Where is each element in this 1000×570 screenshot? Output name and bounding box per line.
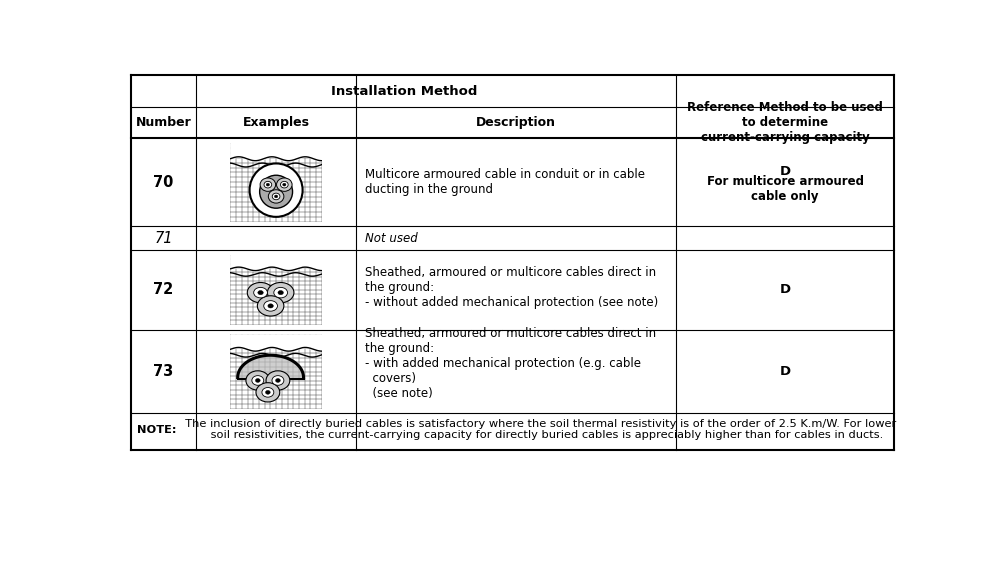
Text: D: D [780, 365, 791, 378]
Text: The inclusion of directly buried cables is satisfactory where the soil thermal r: The inclusion of directly buried cables … [178, 419, 896, 441]
Text: D: D [780, 165, 791, 178]
Text: 73: 73 [153, 364, 174, 379]
Text: Number: Number [136, 116, 191, 129]
Text: Installation Method: Installation Method [331, 84, 477, 97]
Text: Not used: Not used [365, 232, 418, 245]
Text: 71: 71 [154, 231, 173, 246]
Text: Examples: Examples [243, 116, 310, 129]
Text: For multicore armoured
cable only: For multicore armoured cable only [707, 175, 864, 203]
Text: Reference Method to be used
to determine
current-carrying capacity: Reference Method to be used to determine… [687, 101, 883, 144]
Text: NOTE:: NOTE: [137, 425, 177, 434]
Text: Sheathed, armoured or multicore cables direct in
the ground:
- with added mechan: Sheathed, armoured or multicore cables d… [365, 327, 657, 400]
Text: Multicore armoured cable in conduit or in cable
ducting in the ground: Multicore armoured cable in conduit or i… [365, 168, 645, 196]
Text: D: D [780, 283, 791, 296]
Text: Description: Description [476, 116, 556, 129]
Text: 70: 70 [153, 175, 174, 190]
Text: 72: 72 [153, 282, 174, 298]
Text: Sheathed, armoured or multicore cables direct in
the ground:
- without added mec: Sheathed, armoured or multicore cables d… [365, 266, 659, 309]
